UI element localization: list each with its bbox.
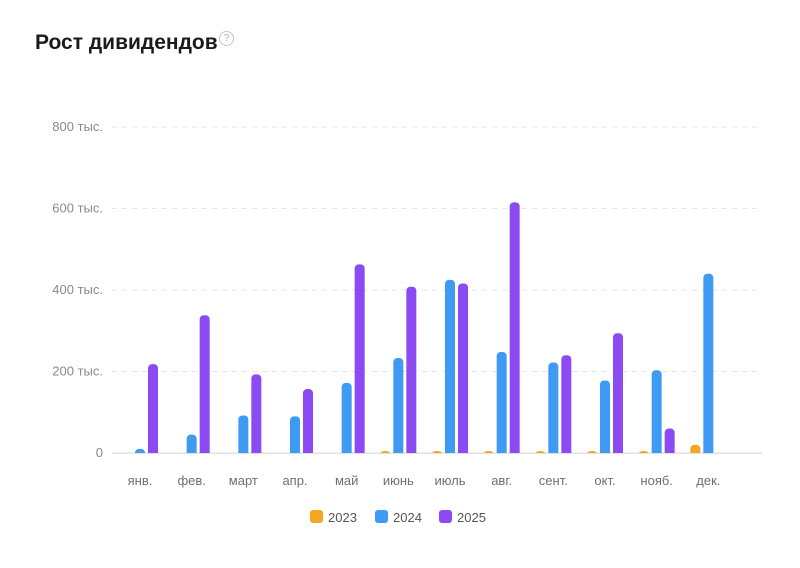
x-tick-label: март bbox=[229, 473, 258, 488]
bar-2024-6[interactable] bbox=[445, 279, 455, 457]
bar-2025-1[interactable] bbox=[199, 315, 210, 457]
bar-2024-1[interactable] bbox=[186, 434, 197, 457]
bar-2025-9[interactable] bbox=[613, 333, 623, 457]
x-axis-ticks: янв. фев. март апр. май июнь июль авг. сент. окт.… bbox=[128, 473, 721, 488]
bar-2025-10[interactable] bbox=[664, 428, 675, 457]
x-tick-label: нояб. bbox=[640, 473, 673, 488]
bars bbox=[112, 202, 762, 460]
y-tick-label: 0 bbox=[96, 445, 103, 460]
bar-2025-4[interactable] bbox=[354, 264, 365, 457]
y-tick-label: 800 тыс. bbox=[52, 119, 103, 134]
y-axis-ticks: 0 200 тыс. 400 тыс. 600 тыс. 800 тыс. bbox=[52, 119, 103, 460]
bar-2024-2[interactable] bbox=[238, 415, 249, 457]
bar-2025-7[interactable] bbox=[509, 202, 520, 457]
x-tick-label: июль bbox=[434, 473, 465, 488]
chart-title: Рост дивидендов bbox=[35, 31, 218, 54]
x-tick-label: дек. bbox=[696, 473, 720, 488]
x-tick-label: апр. bbox=[282, 473, 307, 488]
bar-2024-3[interactable] bbox=[290, 416, 300, 457]
x-tick-label: янв. bbox=[128, 473, 153, 488]
bar-2025-5[interactable] bbox=[406, 286, 417, 457]
x-tick-label: авг. bbox=[491, 473, 512, 488]
x-tick-label: окт. bbox=[594, 473, 615, 488]
legend: 2023 2024 2025 bbox=[310, 510, 486, 525]
legend-swatch-2024[interactable] bbox=[375, 510, 388, 523]
bar-2024-11[interactable] bbox=[703, 273, 714, 457]
bar-2025-2[interactable] bbox=[251, 374, 262, 457]
bar-2025-0[interactable] bbox=[148, 364, 158, 457]
legend-label-2024[interactable]: 2024 bbox=[393, 510, 422, 525]
bar-2024-7[interactable] bbox=[496, 351, 507, 457]
x-tick-label: фев. bbox=[177, 473, 205, 488]
legend-swatch-2023[interactable] bbox=[310, 510, 323, 523]
baseline-mask bbox=[112, 453, 762, 460]
bar-2024-8[interactable] bbox=[548, 362, 559, 457]
legend-swatch-2025[interactable] bbox=[439, 510, 452, 523]
y-tick-label: 600 тыс. bbox=[52, 201, 103, 216]
bar-2024-4[interactable] bbox=[341, 382, 352, 457]
bar-2024-9[interactable] bbox=[600, 380, 610, 457]
bar-2024-5[interactable] bbox=[393, 358, 404, 457]
x-tick-label: июнь bbox=[383, 473, 414, 488]
y-tick-label: 200 тыс. bbox=[52, 364, 103, 379]
bar-2024-10[interactable] bbox=[651, 370, 662, 457]
x-tick-label: май bbox=[335, 473, 358, 488]
y-tick-label: 400 тыс. bbox=[52, 282, 103, 297]
bar-2025-6[interactable] bbox=[458, 283, 468, 457]
help-icon[interactable]: ? bbox=[219, 31, 234, 46]
legend-label-2025[interactable]: 2025 bbox=[457, 510, 486, 525]
bar-2025-3[interactable] bbox=[303, 389, 313, 457]
x-tick-label: сент. bbox=[539, 473, 568, 488]
bar-2025-8[interactable] bbox=[561, 355, 572, 457]
legend-label-2023[interactable]: 2023 bbox=[328, 510, 357, 525]
